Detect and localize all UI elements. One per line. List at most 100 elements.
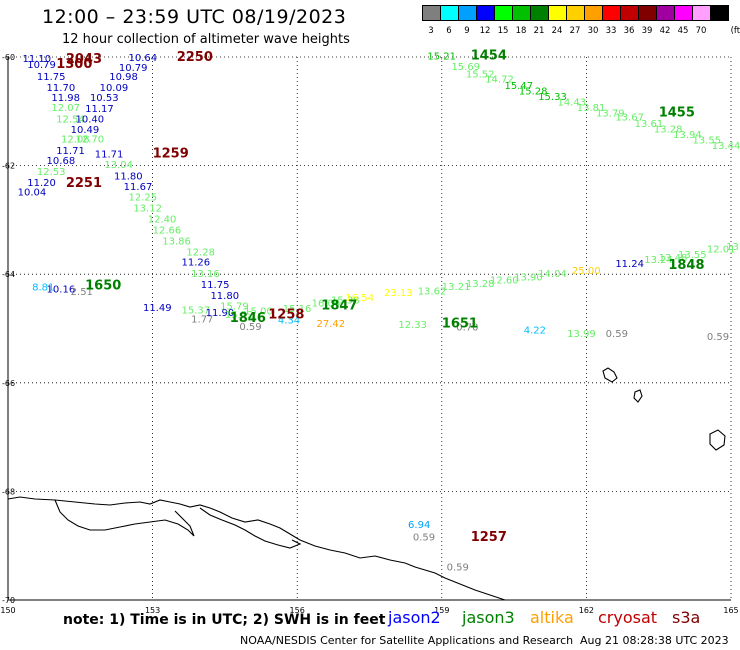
legend-label: 3 [428,26,434,36]
swh-value: 23.13 [384,288,413,299]
pass-time-label: 1454 [471,48,507,63]
legend-label: 36 [623,26,635,36]
legend-swatch [621,6,639,20]
footnote: note: 1) Time is in UTC; 2) SWH is in fe… [63,612,386,628]
swh-value: 11.70 [47,83,76,94]
swh-value: 13.62 [418,286,447,297]
sat-altika: altika [530,608,574,627]
pass-time-label: 2250 [177,50,213,65]
swh-value: 13.04 [104,160,133,171]
swh-value: 1.77 [191,315,213,326]
swh-value: 12.70 [75,134,104,145]
swh-value: 10.68 [47,156,76,167]
swh-value: 15.79 [220,302,249,313]
coastline-inlet [199,507,302,549]
pass-time-label: 1848 [668,258,704,273]
credit-text: NOAA/NESDIS Center for Satellite Applica… [240,634,574,647]
legend-swatches [423,6,728,20]
swh-value: 12.25 [129,193,158,204]
legend-label: 42 [659,26,671,36]
swh-value: 13.24 [644,255,673,266]
legend-swatch [513,6,531,20]
swh-value: 10.53 [90,93,119,104]
swh-value: 11.20 [27,178,56,189]
legend-label: 9 [464,26,470,36]
swh-value: 11.75 [201,280,230,291]
lat-tick-label: -62 [2,162,15,171]
swh-value: 15.37 [182,305,211,316]
legend-swatch [711,6,728,20]
swh-value: 10.16 [47,284,76,295]
sat-jason3: jason3 [462,608,515,627]
swh-value: 11.26 [182,258,211,269]
legend-swatch [603,6,621,20]
swh-value: 25.00 [572,266,601,277]
pass-time-label: 1651 [442,317,478,332]
pass-time-label: 1455 [659,105,695,120]
swh-value: 12.40 [148,214,177,225]
swh-value: 15.38 [331,296,360,307]
swh-value: 11.24 [615,259,644,270]
legend-label: 21 [533,26,545,36]
legend-swatch [423,6,441,20]
coastline-bay [54,499,195,537]
swh-value: 10.98 [109,72,138,83]
swh-value: 12.54 [56,114,85,125]
swh-value: 13.28 [466,279,495,290]
swh-value: 6.94 [408,520,430,531]
swh-value: 13.94 [673,130,702,141]
swh-value: 8.81 [32,283,54,294]
legend-label: 6 [446,26,452,36]
legend-label: 18 [515,26,527,36]
swh-value: 12.07 [51,103,80,114]
lat-tick-label: -66 [2,379,15,388]
swh-value: 13.99 [567,329,596,340]
swh-value: 14.43 [557,98,586,109]
swh-value: 13.21 [442,282,471,293]
swh-value: 11.75 [37,72,66,83]
lon-tick-label: 150 [0,606,15,615]
page-title: 12:00 – 23:59 UTC 08/19/2023 [42,6,347,28]
swh-value: 13.44 [712,141,740,152]
swh-value: 0.59 [707,332,729,343]
legend-swatch [675,6,693,20]
pass-time-label: 1300 [56,57,92,72]
swh-value: 14.72 [485,75,514,86]
swh-value: 10.49 [71,125,100,136]
swh-values: 11.1010.7911.7511.7011.9812.0712.5412.08… [18,51,740,573]
legend-label: 45 [677,26,689,36]
swh-value: 4.34 [278,315,300,326]
legend-swatch [585,6,603,20]
legend-label: 24 [551,26,563,36]
pass-time-label: 1259 [153,147,189,162]
swh-value: 15.52 [466,69,495,80]
pass-time-label: 2251 [66,176,102,191]
swh-value: 15.16 [283,304,312,315]
swh-value: 10.64 [129,53,158,64]
swh-value: 13.81 [577,103,606,114]
swh-value: 16.04 [312,298,341,309]
swh-value: 11.98 [51,93,80,104]
legend-swatch [693,6,711,20]
swh-value: 13 [726,242,739,253]
legend-swatch [441,6,459,20]
swh-value: 15.21 [427,51,456,62]
swh-value: 15.33 [538,92,567,103]
swh-value: 11.49 [143,303,172,314]
lat-tick-label: -68 [2,487,15,496]
antarctic-coastline [7,496,506,601]
coastline [7,367,726,601]
sat-cryosat: cryosat [598,608,658,627]
swh-value: 13.12 [133,203,162,214]
legend-swatch [459,6,477,20]
legend-label: 12 [479,26,491,36]
pass-time-label: 1846 [230,311,266,326]
swh-value: 11.80 [114,171,143,182]
swh-value: 15.69 [451,62,480,73]
swh-value: 0.59 [239,322,261,333]
swh-value: 12.28 [186,247,215,258]
